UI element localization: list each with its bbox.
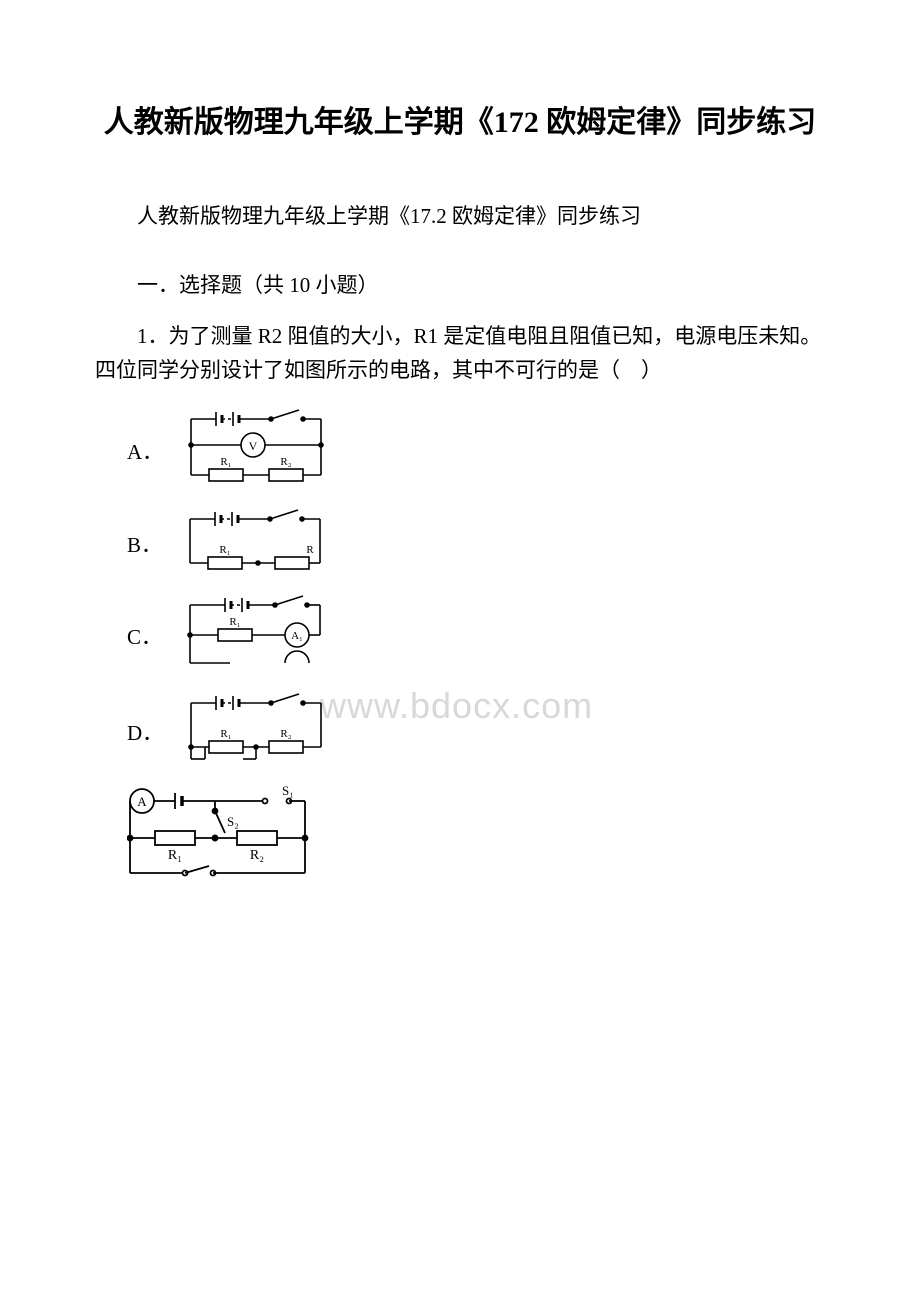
svg-text:R₁: R₁ (221, 728, 232, 740)
svg-text:R: R (306, 544, 314, 556)
option-b-label: B． (127, 529, 162, 559)
circuit-diagram-b: R₁ R (170, 505, 340, 583)
option-d: D． (127, 689, 825, 775)
option-a-label: A． (127, 436, 163, 466)
svg-text:R₁: R₁ (229, 616, 240, 628)
circuit-diagram-d: R₁ R₂ (171, 689, 341, 775)
svg-text:R₁: R₁ (221, 456, 232, 468)
subtitle-text: 人教新版物理九年级上学期《17.2 欧姆定律》同步练习 (95, 200, 825, 234)
option-d-label: D． (127, 717, 163, 747)
option-a: A． (127, 405, 825, 497)
option-c-label: C． (127, 621, 162, 651)
svg-text:R₁: R₁ (168, 848, 182, 863)
circuit-diagram-c: R₁ A₁ (170, 591, 340, 681)
svg-text:R₁: R₁ (219, 544, 230, 556)
svg-text:A: A (137, 794, 147, 809)
circuit-diagram-extra: A S₂ S₁ (95, 783, 825, 888)
circuit-diagram-a: V R₁ R₂ (171, 405, 341, 497)
question-1-text: 1．为了测量 R2 阻值的大小，R1 是定值电阻且阻值已知，电源电压未知。四位同… (95, 320, 825, 387)
svg-text:R₂: R₂ (281, 456, 292, 468)
option-b: B． (127, 505, 825, 583)
question-1-options: A． (95, 405, 825, 775)
option-c: C． (127, 591, 825, 681)
svg-text:S₂: S₂ (227, 814, 239, 829)
section-header: 一．选择题（共 10 小题） (95, 269, 825, 303)
svg-text:A₁: A₁ (291, 630, 303, 642)
svg-text:R₂: R₂ (281, 728, 292, 740)
svg-text:S₁: S₁ (282, 783, 294, 798)
page-title: 人教新版物理九年级上学期《172 欧姆定律》同步练习 (95, 100, 825, 145)
svg-text:R₂: R₂ (250, 848, 264, 863)
svg-text:V: V (249, 439, 258, 453)
